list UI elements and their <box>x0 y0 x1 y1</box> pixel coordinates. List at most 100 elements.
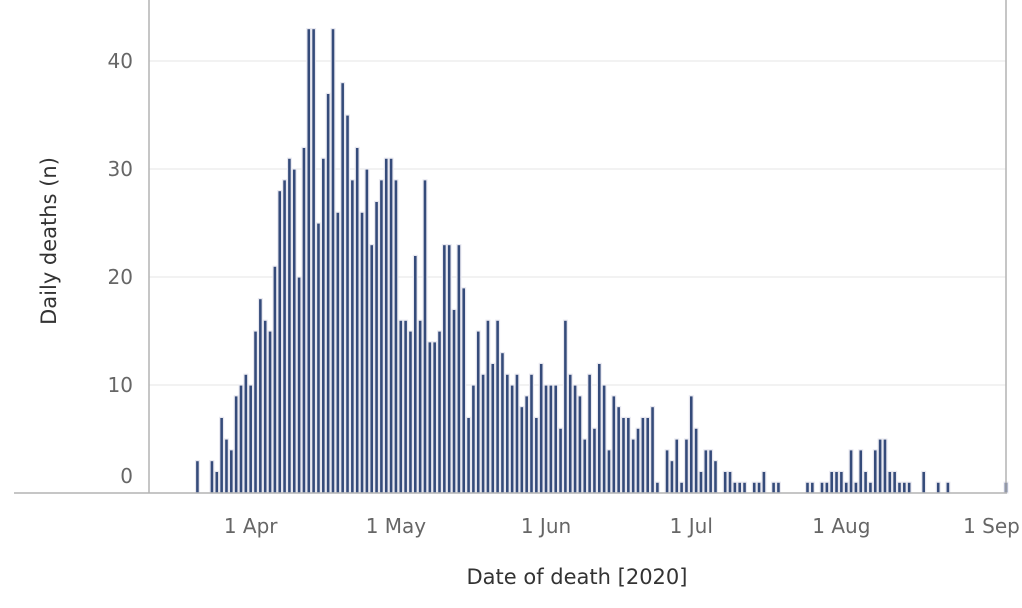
bar <box>858 449 864 494</box>
bar <box>315 222 321 494</box>
bar <box>567 373 573 494</box>
bar <box>340 81 346 494</box>
bar <box>838 470 844 494</box>
bar <box>732 481 738 494</box>
bar <box>901 481 907 494</box>
bar <box>248 384 254 494</box>
bar <box>504 373 510 494</box>
bar <box>645 416 651 494</box>
bar <box>577 395 583 494</box>
bar <box>548 384 554 494</box>
bar <box>582 438 588 494</box>
bar <box>243 373 249 494</box>
bar <box>403 319 409 494</box>
bar <box>921 470 927 494</box>
bar <box>892 470 898 494</box>
bar <box>320 157 326 494</box>
bar <box>228 449 234 494</box>
bar <box>611 395 617 494</box>
x-tick-label: 1 Sep <box>963 514 1020 538</box>
bar <box>708 449 714 494</box>
bar <box>756 481 762 494</box>
y-tick-label: 0 <box>120 464 133 488</box>
bar <box>514 373 520 494</box>
bar <box>853 481 859 494</box>
bar <box>262 319 268 494</box>
bar <box>223 438 229 494</box>
bar <box>349 179 355 494</box>
bar <box>306 28 312 494</box>
bar <box>286 157 292 494</box>
bar <box>538 362 544 494</box>
bar <box>335 211 341 494</box>
bar <box>867 481 873 494</box>
bar <box>490 362 496 494</box>
bar <box>558 427 564 494</box>
bar <box>829 470 835 494</box>
bar <box>524 395 530 494</box>
y-tick-label: 40 <box>108 49 133 73</box>
bar <box>877 438 883 494</box>
y-tick-label: 10 <box>108 373 133 397</box>
bar <box>834 470 840 494</box>
bar <box>693 427 699 494</box>
bar <box>616 406 622 494</box>
x-tick-labels: 1 Apr 1 May 1 Jun 1 Jul 1 Aug 1 Sep <box>224 514 1020 538</box>
bar <box>330 28 336 494</box>
bar <box>664 449 670 494</box>
x-tick-label: 1 Jul <box>670 514 713 538</box>
bar <box>422 179 428 494</box>
bar <box>529 373 534 494</box>
bar <box>761 470 767 494</box>
bar <box>427 341 433 494</box>
bar <box>654 481 660 494</box>
bar <box>480 373 486 494</box>
bar <box>906 481 912 494</box>
bar <box>374 200 380 494</box>
bar <box>417 319 423 494</box>
bar <box>688 395 694 494</box>
bar <box>495 319 501 494</box>
bar <box>437 330 442 494</box>
bar <box>703 449 709 494</box>
bar <box>359 211 365 494</box>
bar <box>591 427 597 494</box>
bar <box>296 276 302 494</box>
bar <box>466 416 472 494</box>
bar <box>848 449 854 494</box>
bar <box>238 384 244 494</box>
bar <box>267 330 273 494</box>
bar <box>446 244 452 494</box>
bar <box>461 287 467 494</box>
bar <box>824 481 830 494</box>
x-tick-label: 1 Aug <box>812 514 870 538</box>
bar <box>819 481 825 494</box>
bar <box>625 416 631 494</box>
bar <box>742 481 748 494</box>
bar <box>354 146 360 494</box>
bar <box>640 416 646 494</box>
bar <box>843 481 849 494</box>
bar <box>485 319 491 494</box>
bar <box>369 244 375 494</box>
bar <box>698 470 704 494</box>
bar <box>553 384 559 494</box>
bar <box>291 168 297 494</box>
bar <box>606 449 612 494</box>
bar <box>775 481 781 494</box>
bar <box>771 481 777 494</box>
bar <box>412 254 418 494</box>
bar <box>325 92 331 494</box>
bar <box>751 481 757 494</box>
bar <box>364 168 370 494</box>
bar <box>572 384 578 494</box>
bar <box>587 373 593 494</box>
bar <box>650 406 656 494</box>
bar <box>872 449 878 494</box>
bar <box>233 395 239 494</box>
bar <box>882 438 888 494</box>
bar <box>345 114 351 494</box>
bar <box>451 308 457 494</box>
bar <box>194 460 200 494</box>
